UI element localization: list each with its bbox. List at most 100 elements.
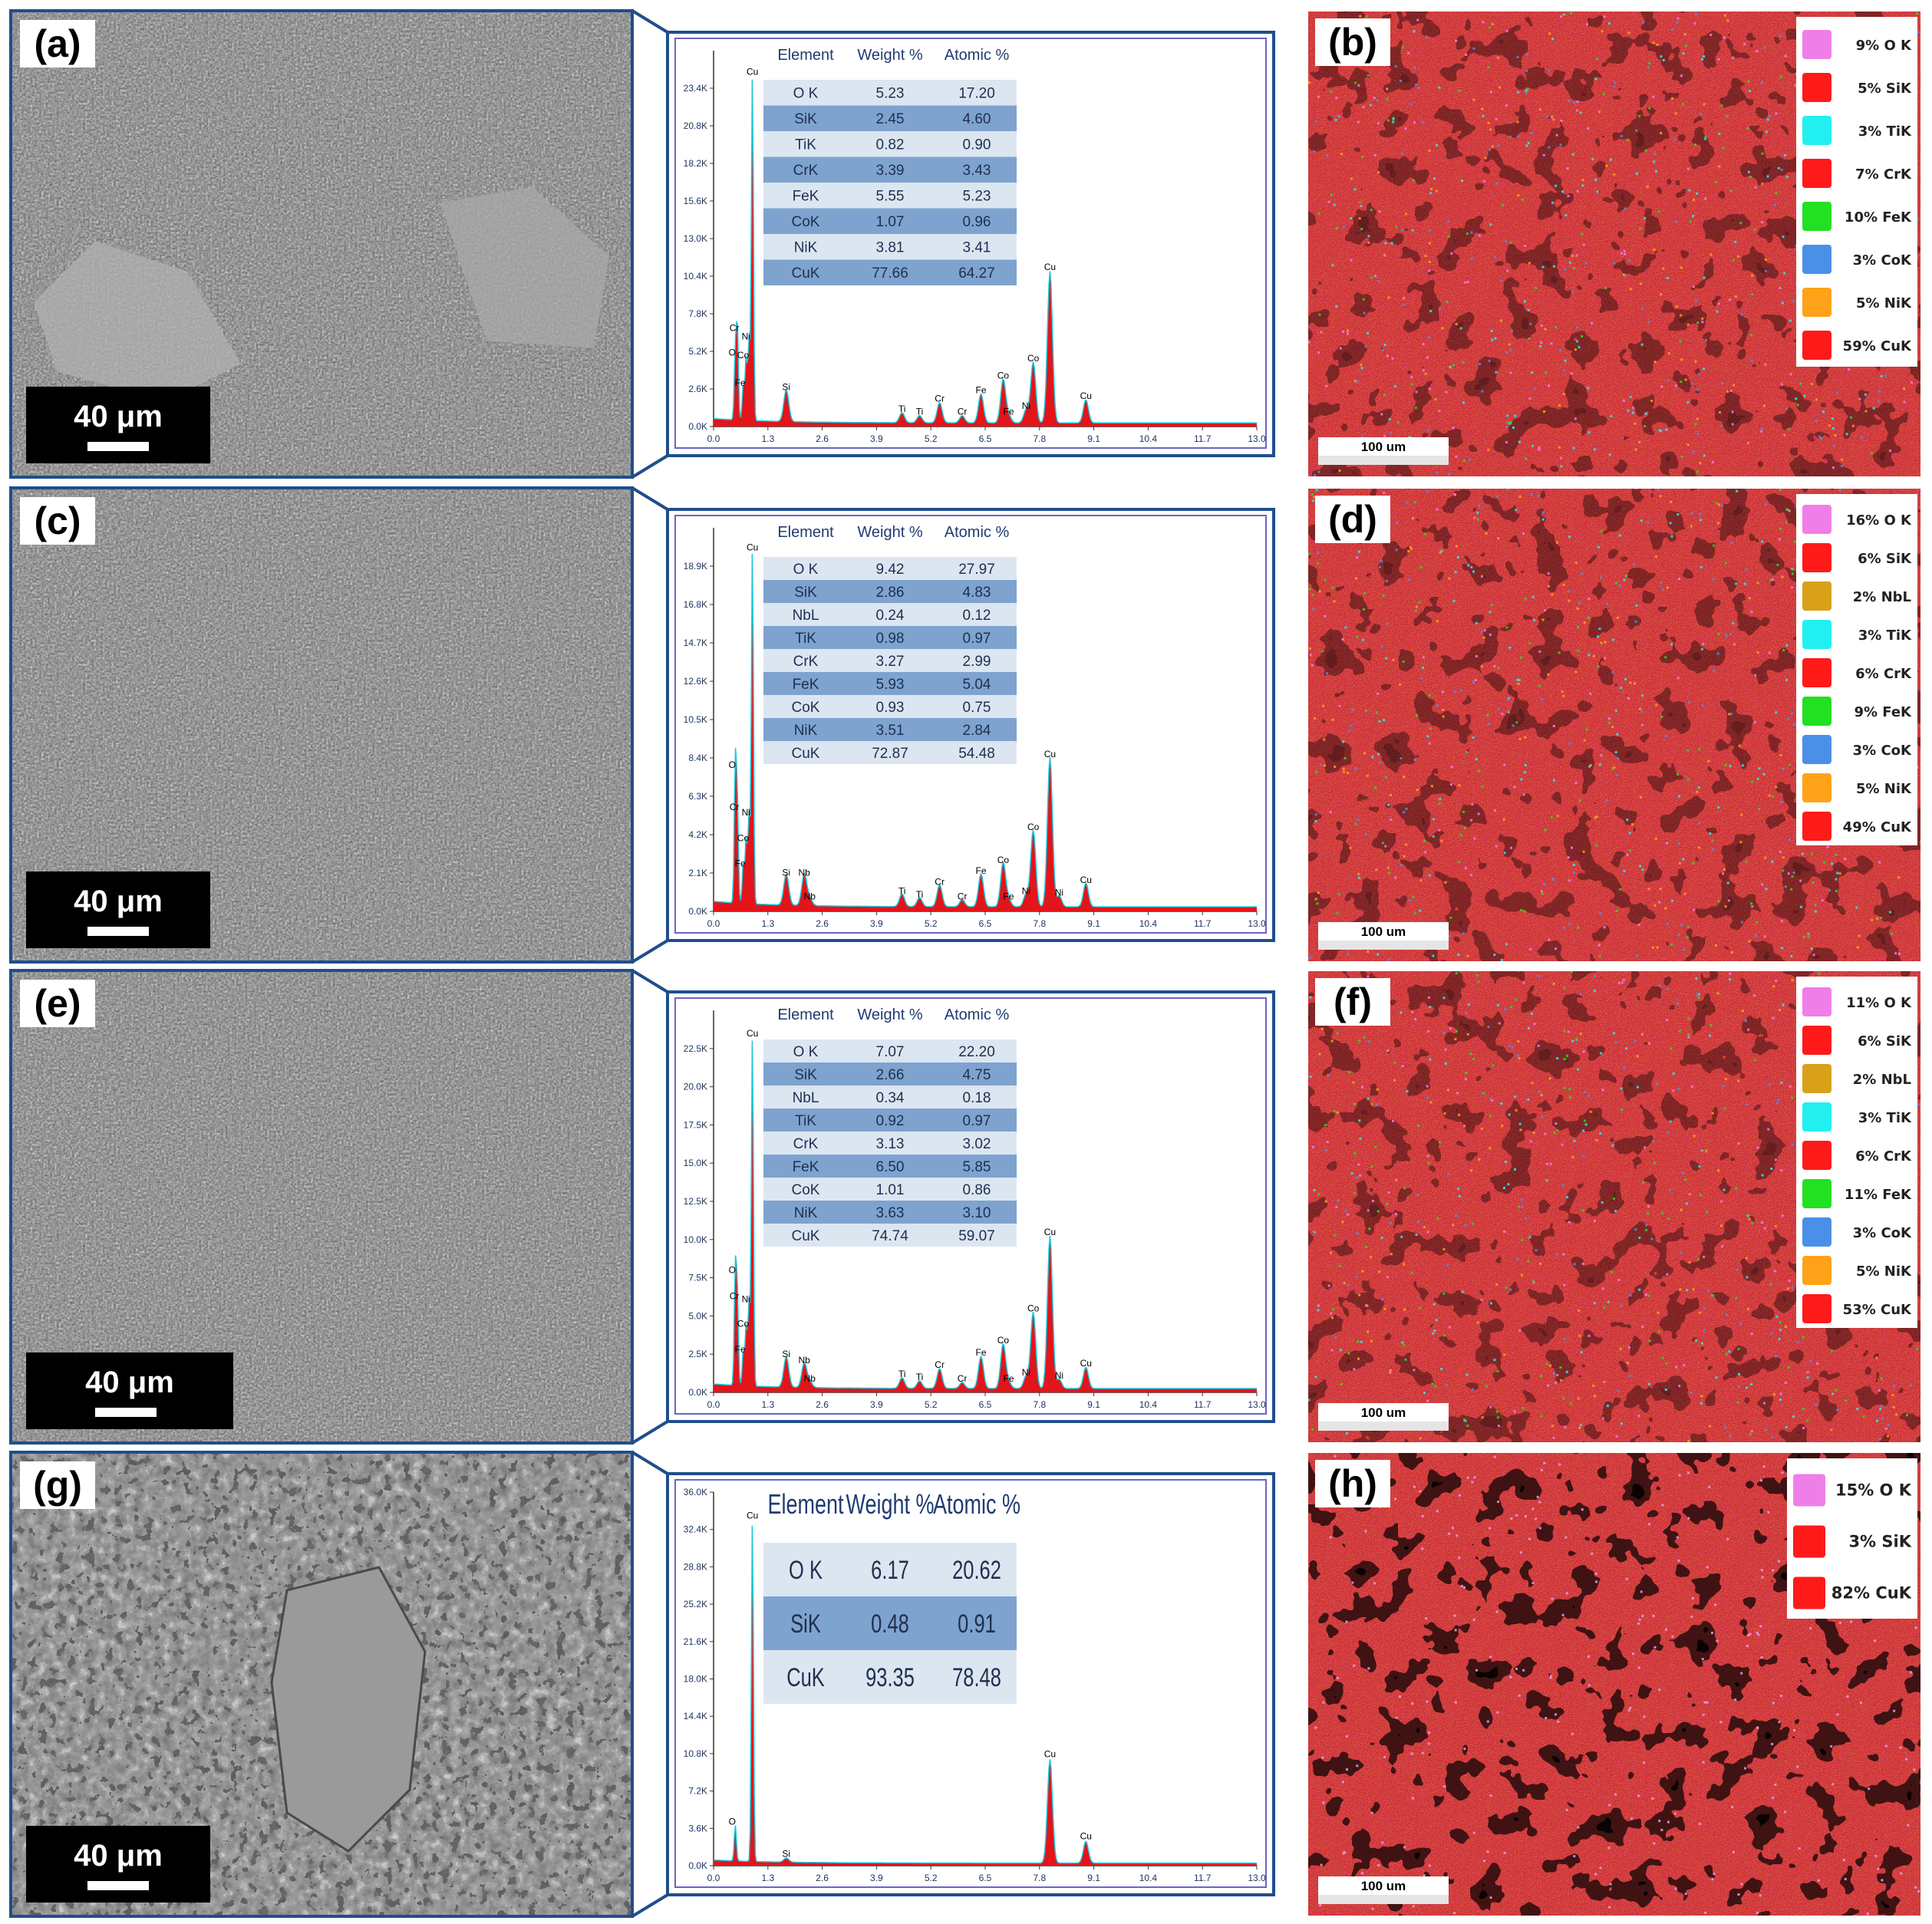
map-speckle — [1582, 1129, 1584, 1132]
map-speckle — [1505, 426, 1508, 429]
map-speckle — [1555, 325, 1557, 328]
map-speckle — [1363, 592, 1366, 595]
peak-label: Fe — [976, 1347, 987, 1358]
y-tick-label: 20.0K — [684, 1082, 707, 1092]
map-speckle — [1531, 1280, 1535, 1283]
table-row — [763, 156, 1017, 183]
map-speckle — [1428, 693, 1431, 697]
map-speckle — [1771, 860, 1774, 863]
map-speckle — [1530, 371, 1533, 374]
map-speckle — [1594, 1395, 1596, 1398]
map-speckle — [1698, 822, 1701, 824]
map-speckle — [1516, 1257, 1519, 1260]
peak-label: O — [729, 759, 736, 770]
map-speckle — [1594, 448, 1597, 451]
map-speckle — [1698, 1822, 1701, 1825]
map-speckle — [1781, 1471, 1784, 1474]
map-speckle — [1765, 130, 1768, 133]
map-speckle — [1600, 576, 1603, 579]
map-speckle — [1367, 950, 1370, 954]
table-cell: 5.93 — [876, 677, 905, 693]
map-speckle — [1693, 908, 1696, 911]
map-speckle — [1527, 1098, 1530, 1101]
map-speckle — [1841, 458, 1844, 461]
map-speckle — [1711, 1878, 1714, 1881]
map-speckle — [1409, 546, 1412, 549]
map-speckle — [1680, 381, 1683, 384]
map-speckle — [1347, 329, 1349, 332]
map-speckle — [1789, 373, 1792, 376]
map-speckle — [1517, 135, 1520, 138]
map-speckle — [1748, 940, 1751, 943]
map-speckle — [1891, 1394, 1894, 1397]
map-speckle — [1761, 883, 1764, 886]
map-speckle — [1729, 765, 1732, 768]
map-speckle — [1524, 736, 1527, 739]
map-speckle — [1724, 905, 1727, 908]
eds-spectrum: 0.0 1.3 2.6 3.9 5.2 6.5 7.8 9.1 10.4 11.7 13.00.0K… — [666, 508, 1275, 942]
map-speckle — [1729, 189, 1733, 193]
map-speckle — [1637, 1415, 1640, 1418]
map-speckle — [1347, 953, 1350, 955]
map-speckle — [1652, 1140, 1655, 1142]
map-speckle — [1862, 1415, 1865, 1418]
map-speckle — [1417, 1125, 1420, 1127]
map-speckle — [1547, 572, 1550, 575]
map-speckle — [1347, 332, 1350, 335]
legend-swatch — [1802, 73, 1831, 102]
map-speckle — [1610, 415, 1613, 417]
map-speckle — [1714, 1603, 1717, 1606]
map-speckle — [1746, 1276, 1749, 1279]
map-speckle — [1509, 241, 1512, 244]
map-speckle — [1563, 1338, 1566, 1341]
map-speckle — [1638, 1237, 1641, 1239]
map-speckle — [1772, 1569, 1775, 1572]
map-speckle — [1340, 1349, 1342, 1352]
map-speckle — [1713, 670, 1716, 672]
map-speckle — [1471, 803, 1474, 806]
table-cell: 0.90 — [963, 137, 991, 153]
map-speckle — [1815, 398, 1818, 401]
map-speckle — [1620, 1304, 1623, 1307]
x-tick-label: 13.0 — [1248, 433, 1266, 444]
map-speckle — [1678, 578, 1680, 580]
map-speckle — [1716, 1639, 1719, 1642]
map-speckle — [1519, 1128, 1522, 1132]
map-speckle — [1733, 384, 1736, 387]
map-speckle — [1703, 1701, 1706, 1704]
map-speckle — [1516, 678, 1519, 681]
map-speckle — [1791, 1287, 1794, 1290]
map-speckle — [1703, 454, 1706, 457]
map-speckle — [1576, 189, 1579, 193]
map-speckle — [1916, 217, 1919, 220]
map-speckle — [1637, 924, 1640, 927]
map-speckle — [1615, 1435, 1618, 1438]
map-speckle — [1410, 376, 1413, 379]
map-speckle — [1613, 1197, 1615, 1200]
table-cell: 2.45 — [876, 111, 905, 127]
peak-label: Cu — [1044, 1227, 1056, 1237]
map-speckle — [1435, 1319, 1438, 1322]
map-speckle — [1687, 1440, 1690, 1442]
large-particle — [270, 1566, 427, 1853]
map-speckle — [1436, 143, 1438, 147]
map-speckle — [1326, 1141, 1329, 1143]
map-speckle — [1675, 1366, 1677, 1369]
table-row — [763, 1224, 1017, 1247]
map-speckle — [1661, 1504, 1664, 1507]
map-speckle — [1518, 1205, 1520, 1208]
map-speckle — [1525, 53, 1528, 56]
map-speckle — [1427, 1030, 1430, 1033]
x-tick-label: 3.9 — [870, 918, 883, 929]
map-speckle — [1766, 118, 1769, 121]
map-speckle — [1772, 1016, 1775, 1020]
map-speckle — [1763, 46, 1766, 49]
map-speckle — [1343, 1851, 1346, 1853]
map-speckle — [1352, 1081, 1355, 1084]
map-speckle — [1723, 14, 1726, 17]
map-speckle — [1571, 255, 1574, 257]
map-speckle — [1534, 387, 1537, 390]
map-speckle — [1525, 89, 1528, 92]
